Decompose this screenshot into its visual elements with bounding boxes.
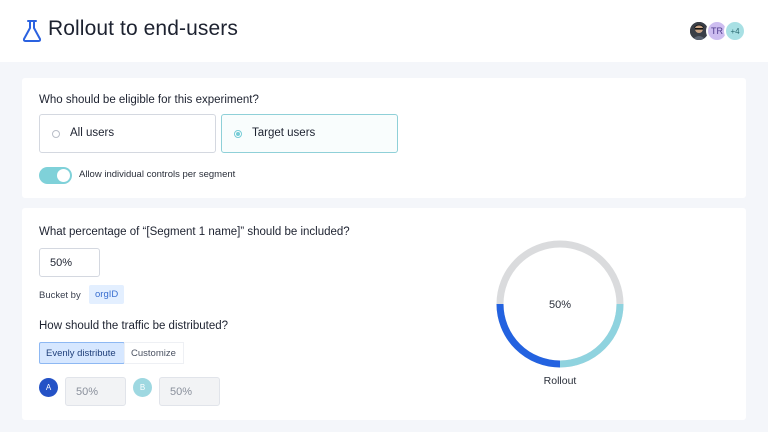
flask-icon (22, 20, 42, 42)
user-photo-icon (690, 22, 708, 40)
option-target-users[interactable]: Target users (221, 114, 398, 153)
page-title: Rollout to end-users (48, 17, 238, 40)
radio-selected-icon[interactable] (234, 130, 242, 138)
variant-b-input[interactable]: 50% (159, 377, 220, 406)
avatar-group[interactable]: TR +4 (688, 20, 746, 42)
donut-caption: Rollout (543, 375, 577, 387)
evenly-distribute-button[interactable]: Evenly distribute (39, 342, 125, 364)
donut-segment-b (559, 303, 624, 368)
rollout-donut-chart: 50% (496, 240, 624, 368)
segment-controls-toggle[interactable] (39, 167, 72, 184)
more-avatars-badge[interactable]: +4 (724, 20, 746, 42)
option-label: Target users (252, 127, 316, 139)
percentage-input[interactable]: 50% (39, 248, 100, 277)
distribution-question: How should the traffic be distributed? (39, 320, 229, 332)
donut-segment-a (496, 303, 561, 368)
segment-card: What percentage of “[Segment 1 name]” sh… (22, 208, 746, 420)
bucket-label: Bucket by (39, 290, 81, 301)
toggle-label: Allow individual controls per segment (79, 169, 236, 180)
customize-button[interactable]: Customize (124, 342, 184, 364)
eligibility-question: Who should be eligible for this experime… (39, 94, 259, 106)
page-header: Rollout to end-users TR +4 (0, 0, 768, 62)
variant-a-badge: A (39, 378, 58, 397)
eligibility-card: Who should be eligible for this experime… (22, 78, 746, 198)
variant-b-badge: B (133, 378, 152, 397)
radio-icon[interactable] (52, 130, 60, 138)
donut-center-label: 50% (549, 299, 571, 311)
percentage-question: What percentage of “[Segment 1 name]” sh… (39, 226, 350, 238)
option-all-users[interactable]: All users (39, 114, 216, 153)
option-label: All users (70, 127, 115, 139)
bucket-chip[interactable]: orgID (89, 285, 125, 304)
variant-a-input[interactable]: 50% (65, 377, 126, 406)
